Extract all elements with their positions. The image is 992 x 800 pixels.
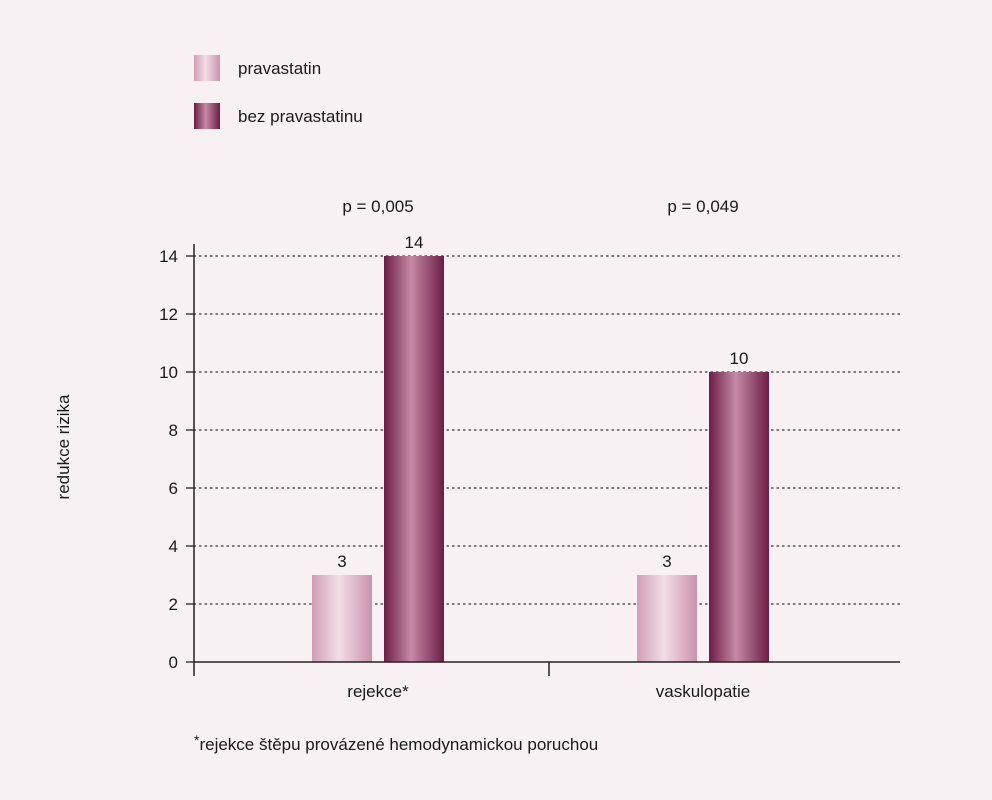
legend-label-bez-pravastatinu: bez pravastatinu bbox=[238, 107, 363, 126]
y-tick-label-8: 8 bbox=[169, 421, 178, 440]
data-label-rejekce-pravastatin: 3 bbox=[337, 552, 346, 571]
y-tick-label-14: 14 bbox=[159, 247, 178, 266]
legend-label-pravastatin: pravastatin bbox=[238, 59, 321, 78]
p-value-rejekce: p = 0,005 bbox=[342, 197, 413, 216]
legend-swatch-bez-pravastatinu bbox=[194, 103, 220, 129]
footnote-marker: * bbox=[194, 732, 200, 748]
footnote-text: rejekce štěpu provázené hemodynamickou p… bbox=[199, 735, 599, 754]
y-tick-label-10: 10 bbox=[159, 363, 178, 382]
data-label-vaskulopatie-pravastatin: 3 bbox=[662, 552, 671, 571]
bar-chart: pravastatin bez pravastatinu p = 0,005 p… bbox=[54, 55, 901, 701]
bar-rejekce-bez-pravastatinu bbox=[384, 256, 444, 662]
x-category-label-vaskulopatie: vaskulopatie bbox=[656, 682, 751, 701]
footnote: *rejekce štěpu provázené hemodynamickou … bbox=[194, 732, 599, 755]
y-tick-label-2: 2 bbox=[169, 595, 178, 614]
data-label-vaskulopatie-bez-pravastatinu: 10 bbox=[730, 349, 749, 368]
bar-vaskulopatie-pravastatin bbox=[637, 575, 697, 662]
axes: 0 2 4 6 8 10 12 14 rejekce* vaskulopatie bbox=[159, 244, 900, 701]
y-tick-label-6: 6 bbox=[169, 479, 178, 498]
y-tick-label-4: 4 bbox=[169, 537, 178, 556]
y-tick-label-0: 0 bbox=[169, 653, 178, 672]
y-tick-label-12: 12 bbox=[159, 305, 178, 324]
gridlines bbox=[193, 255, 901, 605]
x-category-label-rejekce: rejekce* bbox=[347, 682, 409, 701]
bar-vaskulopatie-bez-pravastatinu bbox=[709, 372, 769, 662]
y-axis-title: redukce rizika bbox=[54, 394, 73, 499]
data-labels: 3 14 3 10 bbox=[337, 233, 748, 571]
bar-rejekce-pravastatin bbox=[312, 575, 372, 662]
data-label-rejekce-bez-pravastatinu: 14 bbox=[405, 233, 424, 252]
bars bbox=[312, 256, 769, 662]
legend: pravastatin bez pravastatinu bbox=[194, 55, 363, 129]
legend-swatch-pravastatin bbox=[194, 55, 220, 81]
p-value-vaskulopatie: p = 0,049 bbox=[667, 197, 738, 216]
